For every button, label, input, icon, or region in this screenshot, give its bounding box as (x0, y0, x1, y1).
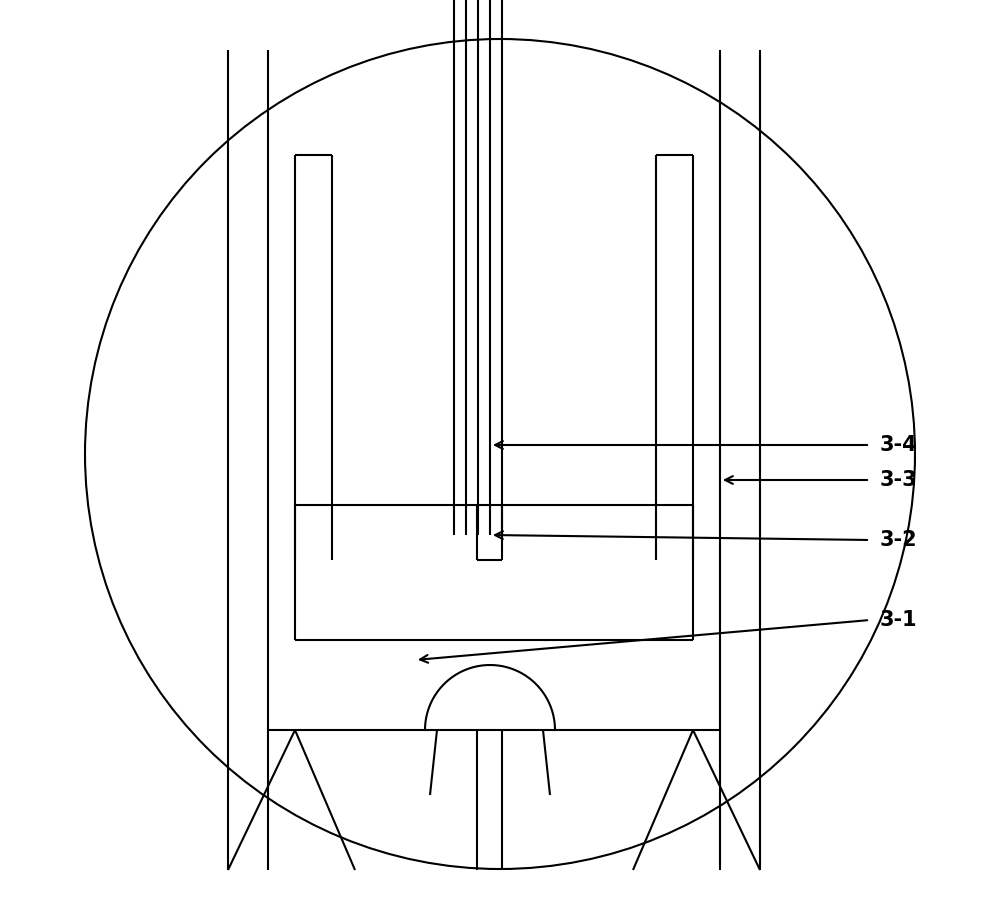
Text: 3-3: 3-3 (880, 470, 918, 490)
Text: 3-2: 3-2 (880, 530, 918, 550)
Text: 3-1: 3-1 (880, 610, 918, 630)
Text: 3-4: 3-4 (880, 435, 918, 455)
